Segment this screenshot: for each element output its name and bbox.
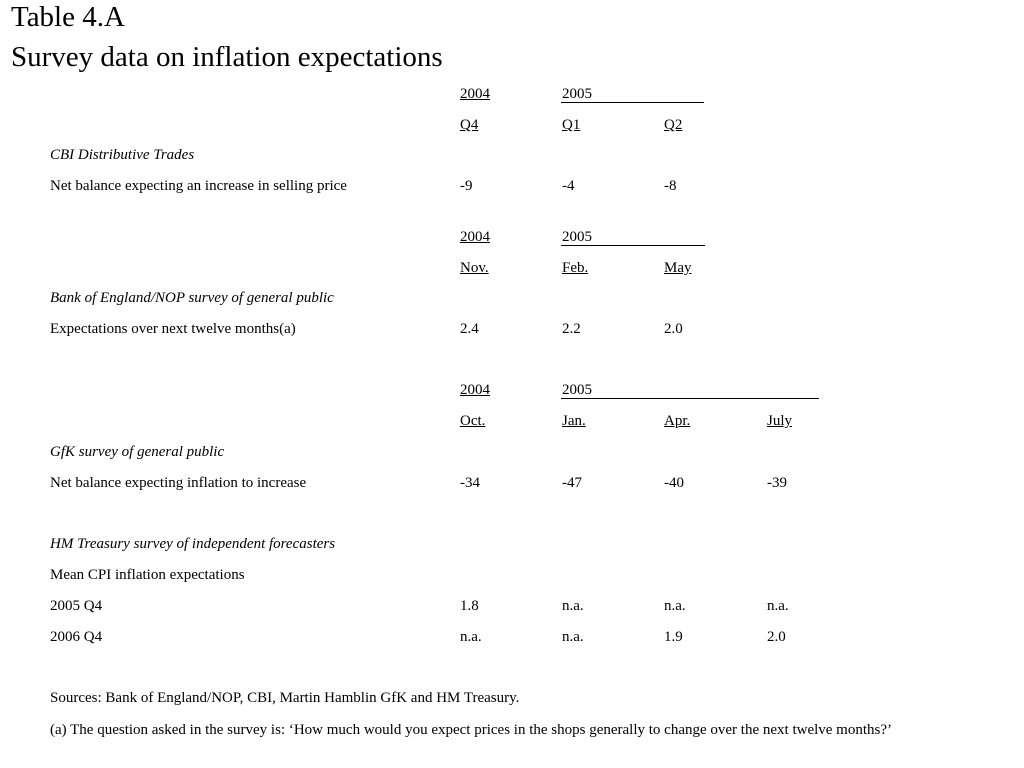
- cbi-value-q1: -4: [562, 178, 575, 194]
- gfk-period-oct: Oct.: [460, 413, 486, 429]
- boe-row-label: Expectations over next twelve months(a): [50, 321, 296, 337]
- cbi-value-q4: -9: [460, 178, 473, 194]
- cbi-year-2005: 2005: [562, 86, 592, 102]
- hmt-row-value: n.a.: [562, 629, 584, 645]
- cbi-period-q1: Q1: [562, 117, 581, 133]
- gfk-period-apr: Apr.: [664, 413, 691, 429]
- gfk-value-jan: -47: [562, 475, 582, 491]
- boe-year-rule: [561, 245, 705, 246]
- boe-value-may: 2.0: [664, 321, 683, 337]
- boe-period-may: May: [664, 260, 692, 276]
- hmt-row-value: n.a.: [460, 629, 482, 645]
- boe-value-nov: 2.4: [460, 321, 479, 337]
- boe-year-2004: 2004: [460, 229, 490, 245]
- sources-note: Sources: Bank of England/NOP, CBI, Marti…: [50, 690, 520, 706]
- boe-period-nov: Nov.: [460, 260, 489, 276]
- hmt-row-label: 2005 Q4: [50, 598, 103, 614]
- gfk-value-apr: -40: [664, 475, 684, 491]
- cbi-value-q2: -8: [664, 178, 677, 194]
- gfk-period-jan: Jan.: [562, 413, 586, 429]
- hmt-row-label: 2006 Q4: [50, 629, 103, 645]
- boe-heading: Bank of England/NOP survey of general pu…: [50, 290, 334, 306]
- table-title: Table 4.A: [11, 1, 125, 33]
- hmt-heading: HM Treasury survey of independent foreca…: [50, 536, 336, 552]
- gfk-year-2004: 2004: [460, 382, 490, 398]
- gfk-period-july: July: [767, 413, 793, 429]
- hmt-row-value: 1.8: [460, 598, 479, 614]
- cbi-period-q4: Q4: [460, 117, 479, 133]
- gfk-value-oct: -34: [460, 475, 480, 491]
- hmt-subheading: Mean CPI inflation expectations: [50, 567, 245, 583]
- cbi-year-2004: 2004: [460, 86, 490, 102]
- hmt-row-value: n.a.: [664, 598, 686, 614]
- gfk-value-july: -39: [767, 475, 787, 491]
- boe-period-feb: Feb.: [562, 260, 589, 276]
- cbi-year-rule: [561, 102, 704, 103]
- table-subtitle: Survey data on inflation expectations: [11, 41, 443, 73]
- footnote-a: (a) The question asked in the survey is:…: [50, 722, 892, 738]
- hmt-row-value: 1.9: [664, 629, 683, 645]
- hmt-row-value: n.a.: [767, 598, 789, 614]
- gfk-heading: GfK survey of general public: [50, 444, 225, 460]
- gfk-year-rule: [561, 398, 819, 399]
- boe-year-2005: 2005: [562, 229, 592, 245]
- hmt-row-value: n.a.: [562, 598, 584, 614]
- gfk-row-label: Net balance expecting inflation to incre…: [50, 475, 307, 491]
- cbi-period-q2: Q2: [664, 117, 683, 133]
- boe-value-feb: 2.2: [562, 321, 581, 337]
- hmt-row-value: 2.0: [767, 629, 786, 645]
- cbi-row-label: Net balance expecting an increase in sel…: [50, 178, 347, 194]
- gfk-year-2005: 2005: [562, 382, 592, 398]
- cbi-heading: CBI Distributive Trades: [50, 147, 195, 163]
